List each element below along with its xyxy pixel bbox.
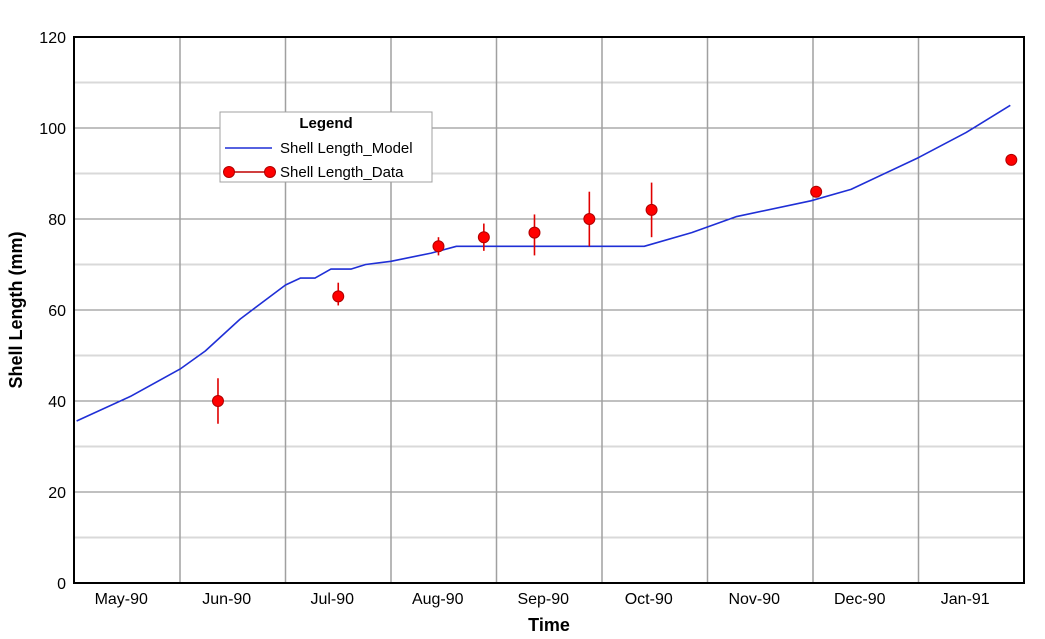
x-tick-label: Nov-90 (728, 591, 780, 608)
legend-model-label: Shell Length_Model (280, 140, 413, 157)
legend-data-label: Shell Length_Data (280, 164, 404, 181)
data-point (645, 182, 658, 238)
y-tick-label: 80 (48, 212, 66, 229)
data-point (432, 237, 445, 256)
x-tick-label: Sep-90 (517, 591, 569, 608)
major-gridlines (74, 37, 1024, 583)
data-point (1005, 153, 1018, 166)
y-tick-label: 40 (48, 394, 66, 411)
y-tick-label: 60 (48, 303, 66, 320)
data-marker (477, 231, 490, 244)
x-tick-label: May-90 (95, 591, 148, 608)
x-axis-title: Time (528, 615, 570, 635)
plot-frame (73, 36, 1025, 584)
data-point-series (211, 153, 1018, 424)
x-tick-label: Oct-90 (625, 591, 673, 608)
x-axis-ticks: May-90 Jun-90 Jul-90 Aug-90 Sep-90 Oct-90 Nov-… (95, 591, 990, 608)
y-tick-label: 0 (57, 576, 66, 593)
legend: Legend Shell Length_Model Shell Length_D… (219, 111, 433, 183)
data-marker (1005, 153, 1018, 166)
x-tick-label: Dec-90 (834, 591, 886, 608)
data-marker (332, 290, 345, 303)
legend-box (219, 111, 433, 183)
y-tick-label: 20 (48, 485, 66, 502)
legend-title: Legend (299, 115, 352, 132)
y-tick-label: 100 (39, 121, 66, 138)
data-marker (645, 203, 658, 216)
data-point (528, 214, 541, 256)
legend-data-marker-icon (223, 166, 276, 178)
data-marker (432, 240, 445, 253)
data-marker (211, 395, 224, 407)
data-point (810, 185, 823, 198)
x-tick-label: Jan-91 (941, 591, 990, 608)
data-point (332, 282, 345, 306)
data-point (477, 223, 490, 251)
y-axis-ticks: 0 20 40 60 80 100 120 (39, 30, 66, 593)
y-tick-label: 120 (39, 30, 66, 47)
y-axis-title: Shell Length (mm) (6, 231, 26, 388)
model-line (76, 104, 1011, 422)
data-marker (528, 226, 541, 239)
model-line-series (76, 104, 1011, 422)
x-tick-label: Jun-90 (202, 591, 251, 608)
data-marker (583, 213, 596, 225)
data-point (583, 191, 596, 247)
x-tick-label: Jul-90 (310, 591, 354, 608)
x-tick-label: Aug-90 (412, 591, 464, 608)
data-point (211, 378, 224, 424)
data-marker (810, 185, 823, 198)
